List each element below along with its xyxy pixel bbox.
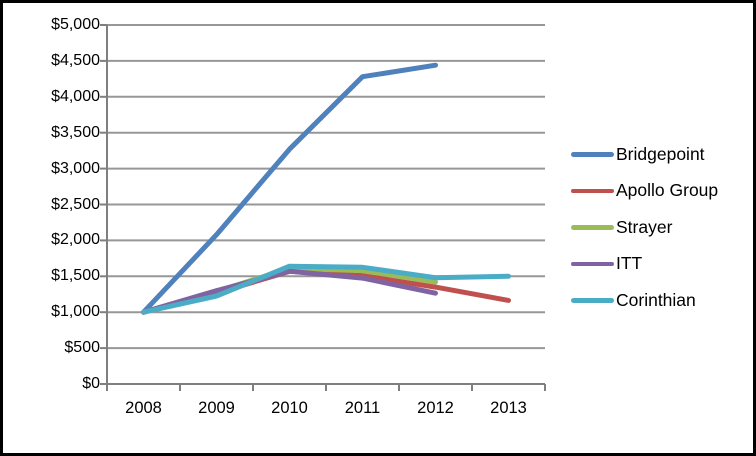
series-line-itt (141, 268, 438, 315)
y-axis-tick-label: $3,500 (51, 123, 100, 141)
x-axis-tick-label: 2008 (125, 399, 162, 417)
legend-line-swatch (571, 261, 614, 266)
x-axis-tick-label: 2012 (417, 399, 454, 417)
legend-label: Bridgepoint (616, 143, 705, 164)
x-axis-tick-label: 2013 (490, 399, 527, 417)
y-axis-tick-label: $4,000 (51, 87, 100, 105)
series-line-bridgepoint (141, 62, 438, 315)
legend-line-swatch (571, 188, 614, 193)
legend-item-bridgepoint: Bridgepoint (571, 136, 718, 173)
y-axis-tick-label: $4,500 (51, 51, 100, 69)
y-axis-tick-label: $2,000 (51, 231, 100, 249)
legend-line-swatch (571, 152, 614, 157)
legend: Bridgepoint Apollo Group Strayer ITT Corinth… (571, 136, 718, 319)
x-axis-tick-label: 2010 (271, 399, 308, 417)
legend-item-strayer: Strayer (571, 209, 718, 246)
y-axis-tick-label: $3,000 (51, 159, 100, 177)
legend-label: Strayer (616, 216, 673, 237)
y-axis-tick-label: $5,000 (51, 16, 100, 33)
legend-line-swatch (571, 225, 614, 230)
x-axis-tick-label: 2009 (198, 399, 235, 417)
y-axis-tick-label: $1,000 (51, 303, 100, 321)
legend-item-corinthian: Corinthian (571, 282, 718, 319)
legend-line-swatch (571, 298, 614, 303)
legend-label: ITT (616, 253, 643, 274)
y-axis-tick-label: $500 (64, 339, 100, 357)
legend-label: Apollo Group (616, 180, 719, 201)
legend-label: Corinthian (616, 289, 696, 310)
series-line-corinthian (141, 263, 511, 315)
y-axis-tick-label: $1,500 (51, 267, 100, 285)
legend-item-itt: ITT (571, 246, 718, 283)
legend-item-apollo-group: Apollo Group (571, 173, 718, 210)
series-line-strayer (141, 265, 438, 315)
y-axis-tick-label: $0 (82, 375, 100, 392)
x-axis-tick-label: 2011 (344, 399, 381, 417)
y-axis-tick-label: $2,500 (51, 195, 100, 213)
